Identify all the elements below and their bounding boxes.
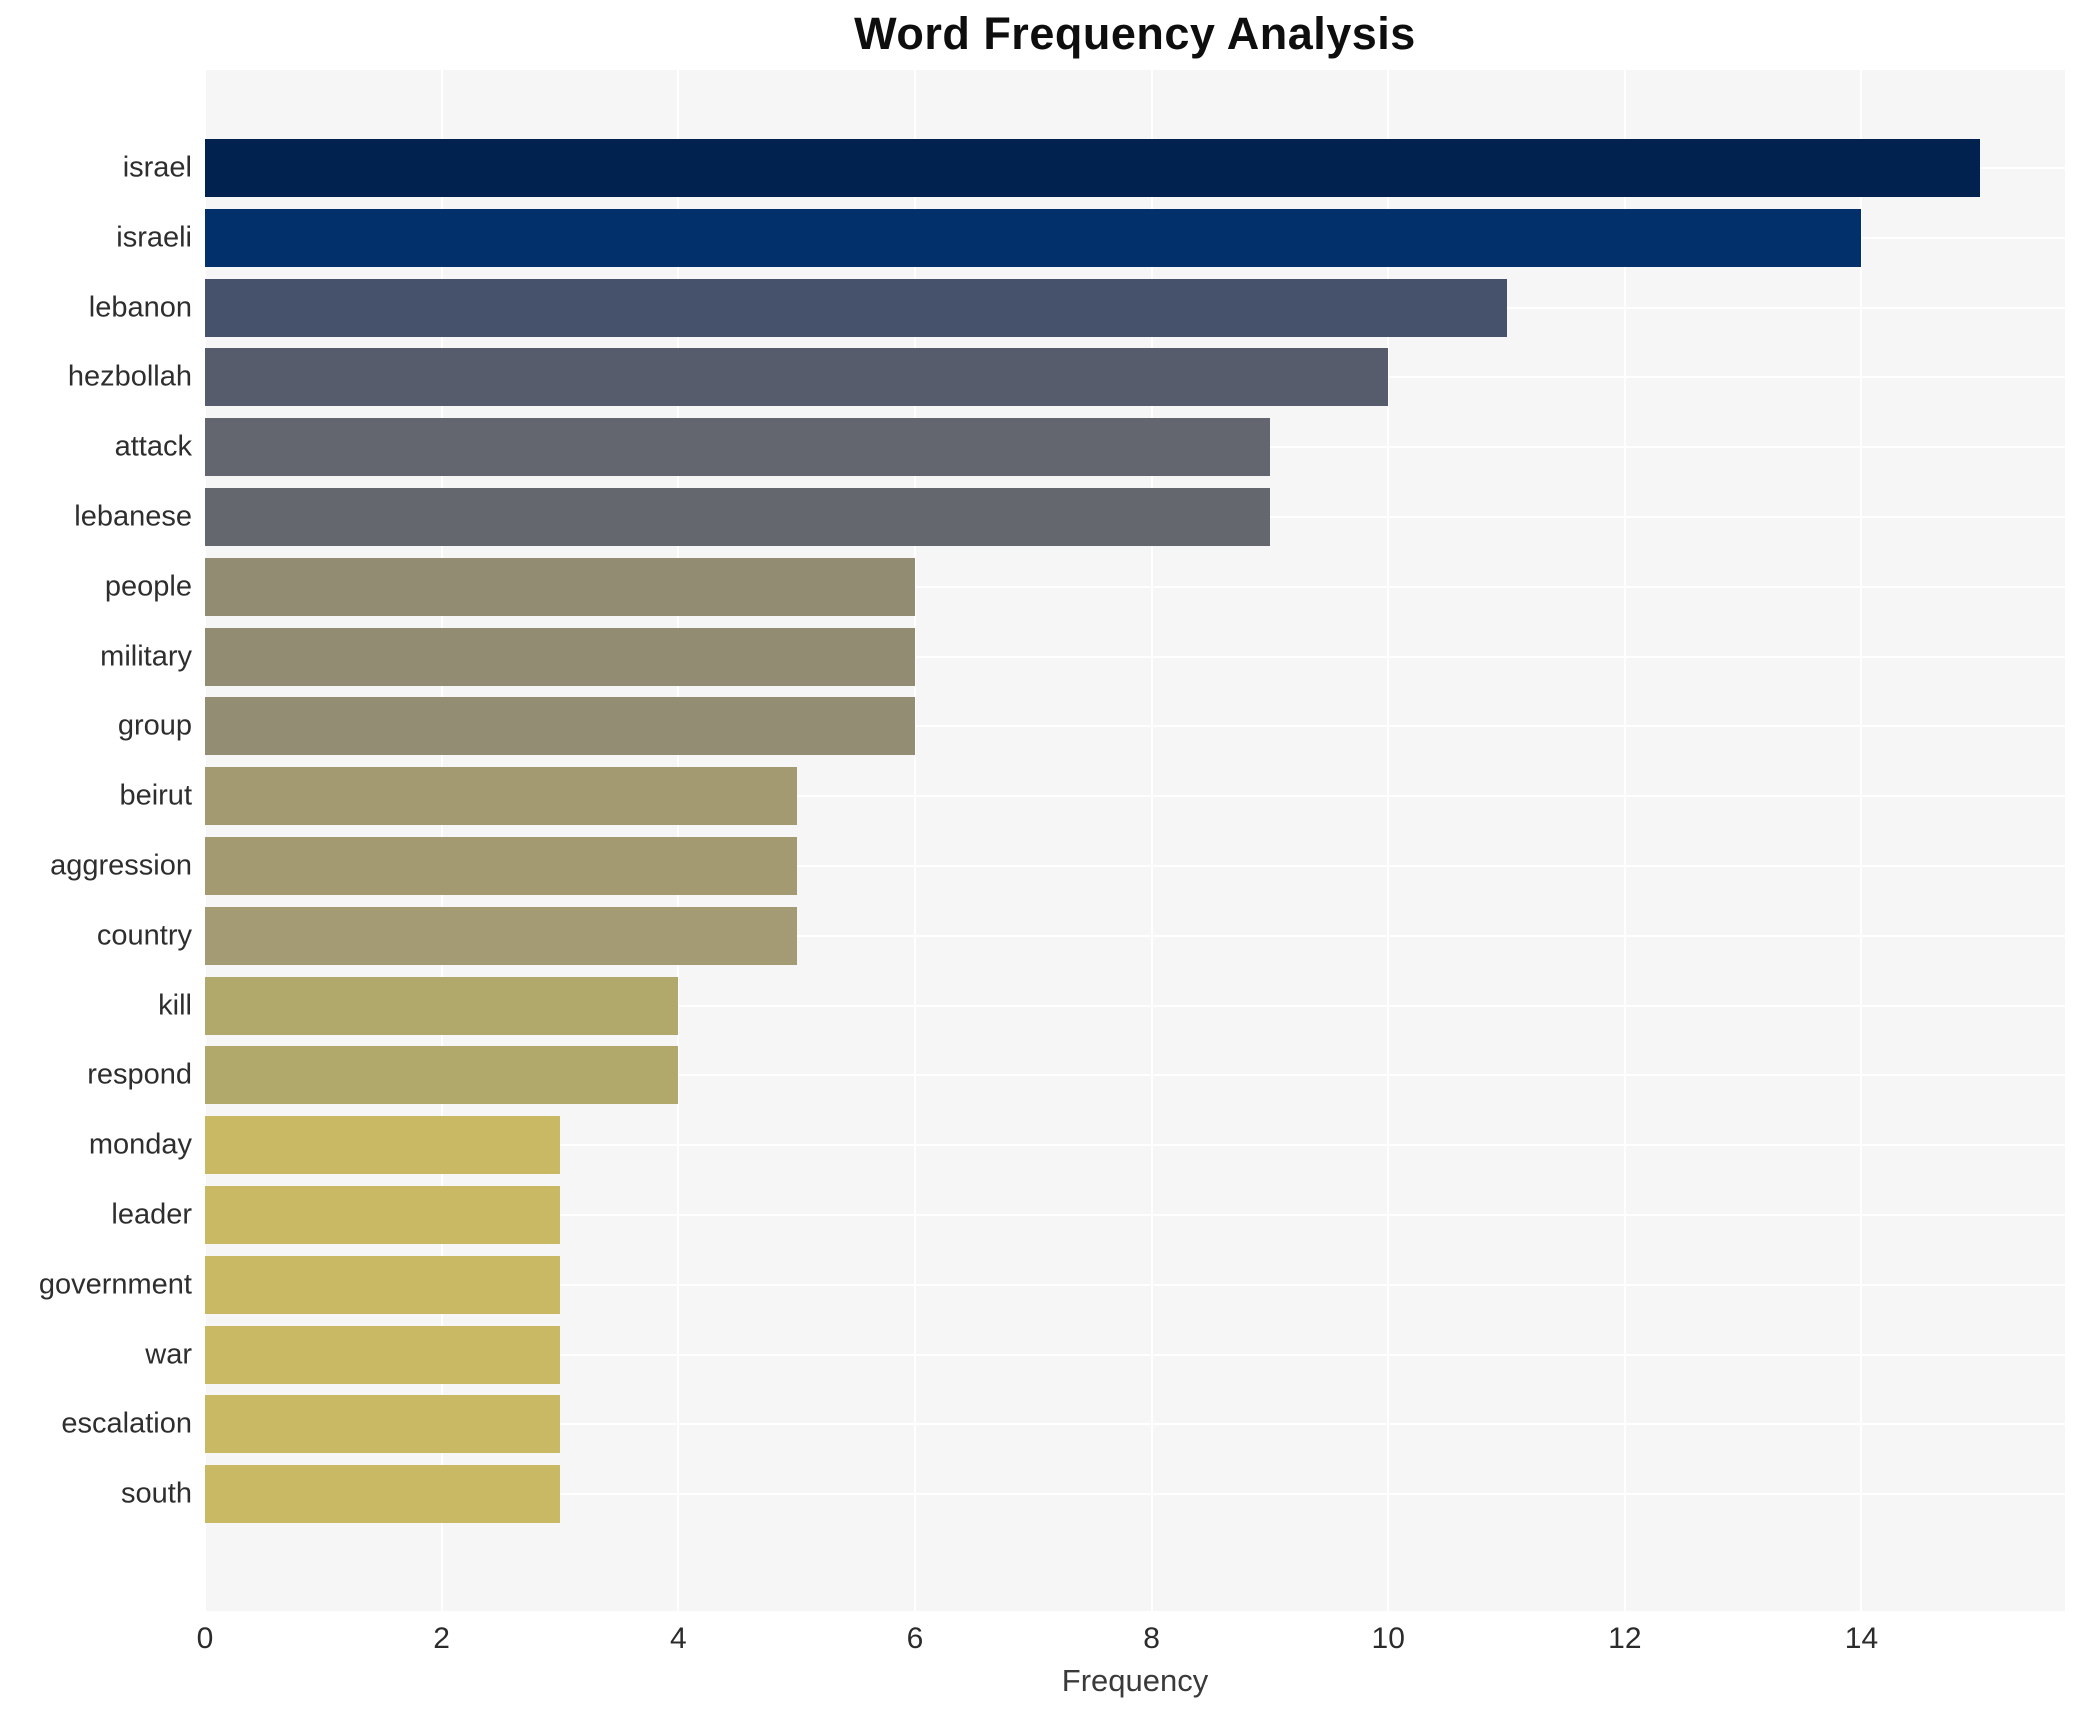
x-axis-label: Frequency (1061, 1663, 1209, 1698)
gridline-y-escalation (205, 1423, 2065, 1426)
bar-government (205, 1255, 560, 1314)
gridline-x-6 (913, 70, 916, 1611)
bar-israeli (205, 208, 1862, 267)
bar-israel (205, 139, 1980, 197)
bar-monday (205, 1116, 560, 1175)
bar-group (205, 697, 915, 756)
x-tick-12: 12 (1608, 1622, 1642, 1655)
bar-country (205, 906, 797, 965)
x-tick-6: 6 (906, 1622, 924, 1655)
category-label-kill: kill (158, 989, 192, 1022)
category-label-escalation: escalation (61, 1407, 192, 1440)
gridline-y-country (205, 934, 2065, 937)
category-label-government: government (38, 1268, 192, 1301)
gridline-y-aggression (205, 865, 2065, 867)
gridline-x-8 (1150, 70, 1153, 1611)
x-tick-8: 8 (1143, 1622, 1160, 1655)
bar-beirut (205, 767, 797, 826)
gridline-y-south (205, 1493, 2065, 1496)
gridline-y-war (205, 1353, 2065, 1356)
category-label-war: war (145, 1338, 192, 1371)
x-tick-2: 2 (433, 1622, 450, 1655)
bar-lebanon (205, 278, 1507, 337)
x-tick-14: 14 (1844, 1622, 1879, 1655)
bar-attack (205, 418, 1270, 477)
bar-war (205, 1325, 560, 1384)
bar-aggression (205, 837, 797, 895)
category-label-beirut: beirut (119, 779, 192, 812)
gridline-y-kill (205, 1004, 2065, 1007)
bar-hezbollah (205, 348, 1389, 407)
gridline-y-people (205, 585, 2065, 588)
category-label-respond: respond (87, 1058, 192, 1091)
category-label-israeli: israeli (116, 221, 192, 254)
bar-south (205, 1465, 560, 1524)
bar-kill (205, 976, 679, 1035)
gridline-x-12 (1623, 70, 1626, 1611)
bar-respond (205, 1046, 679, 1105)
gridline-y-government (205, 1283, 2065, 1286)
category-label-monday: monday (88, 1128, 192, 1161)
x-tick-10: 10 (1371, 1622, 1405, 1655)
category-label-south: south (121, 1477, 192, 1510)
bar-people (205, 557, 915, 616)
category-label-country: country (96, 919, 192, 952)
x-tick-4: 4 (669, 1622, 687, 1655)
gridline-y-group (205, 725, 2065, 728)
category-label-lebanon: lebanon (88, 291, 192, 324)
bar-lebanese (205, 488, 1270, 546)
category-label-group: group (117, 709, 192, 742)
category-label-lebanese: lebanese (74, 500, 192, 533)
category-label-israel: israel (122, 151, 192, 184)
bar-escalation (205, 1395, 560, 1454)
gridline-y-monday (205, 1144, 2065, 1147)
gridline-x-14 (1860, 70, 1863, 1611)
bar-military (205, 627, 915, 686)
category-label-hezbollah: hezbollah (67, 360, 192, 393)
plot-area (204, 70, 2065, 1611)
chart-title: Word Frequency Analysis (854, 8, 1416, 59)
category-label-people: people (104, 570, 192, 603)
gridline-y-military (205, 655, 2065, 658)
category-label-military: military (100, 640, 192, 673)
category-label-attack: attack (114, 430, 192, 463)
bar-leader (205, 1186, 560, 1244)
category-label-leader: leader (111, 1198, 192, 1231)
gridline-y-respond (205, 1074, 2065, 1077)
category-label-aggression: aggression (50, 849, 192, 882)
gridline-y-beirut (205, 795, 2065, 798)
x-tick-0: 0 (196, 1622, 214, 1655)
gridline-x-10 (1387, 70, 1390, 1611)
gridline-y-leader (205, 1214, 2065, 1216)
